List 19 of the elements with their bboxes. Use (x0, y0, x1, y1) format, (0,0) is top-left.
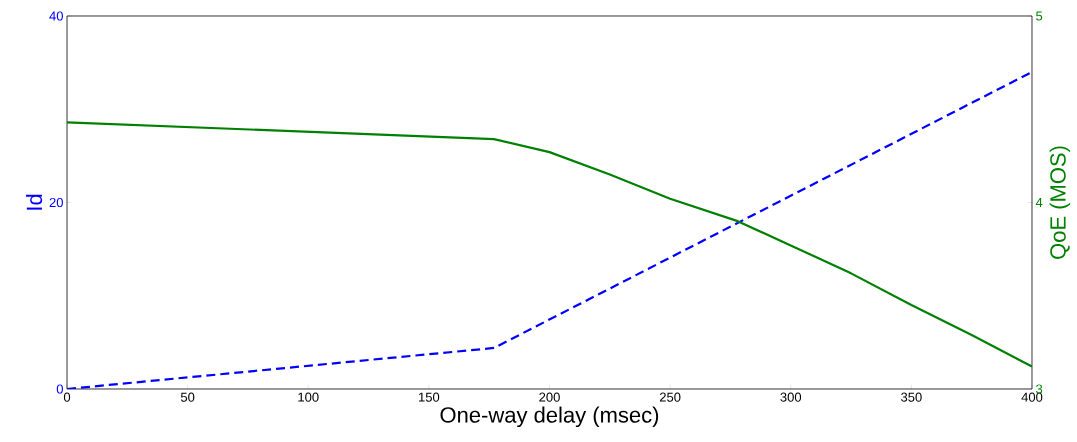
y-axis-title: Id (25, 194, 43, 210)
x-axis-title: One-way delay (msec) (440, 406, 659, 428)
x-tick-label: 250 (659, 392, 681, 402)
x-tick-label: 300 (780, 392, 802, 402)
y2-tick-label: 3 (1036, 384, 1043, 394)
x-tick-label: 0 (63, 392, 71, 402)
y-tick-label: 40 (49, 11, 63, 21)
y2-axis-title: QoE (MOS) (1049, 146, 1071, 259)
x-tick-label: 200 (539, 392, 560, 402)
x-tick-label: 350 (901, 392, 922, 402)
y2-tick-label: 5 (1036, 11, 1043, 21)
y2-tick-label: 4 (1035, 198, 1043, 207)
x-tick-label: 100 (298, 392, 319, 402)
x-tick-label: 400 (1021, 392, 1043, 402)
x-tick-label: 150 (419, 392, 440, 402)
x-tick-label: 50 (180, 392, 195, 402)
y-tick-label: 20 (49, 197, 63, 208)
line-series (67, 121, 1032, 368)
y-tick-label: 0 (56, 384, 63, 394)
